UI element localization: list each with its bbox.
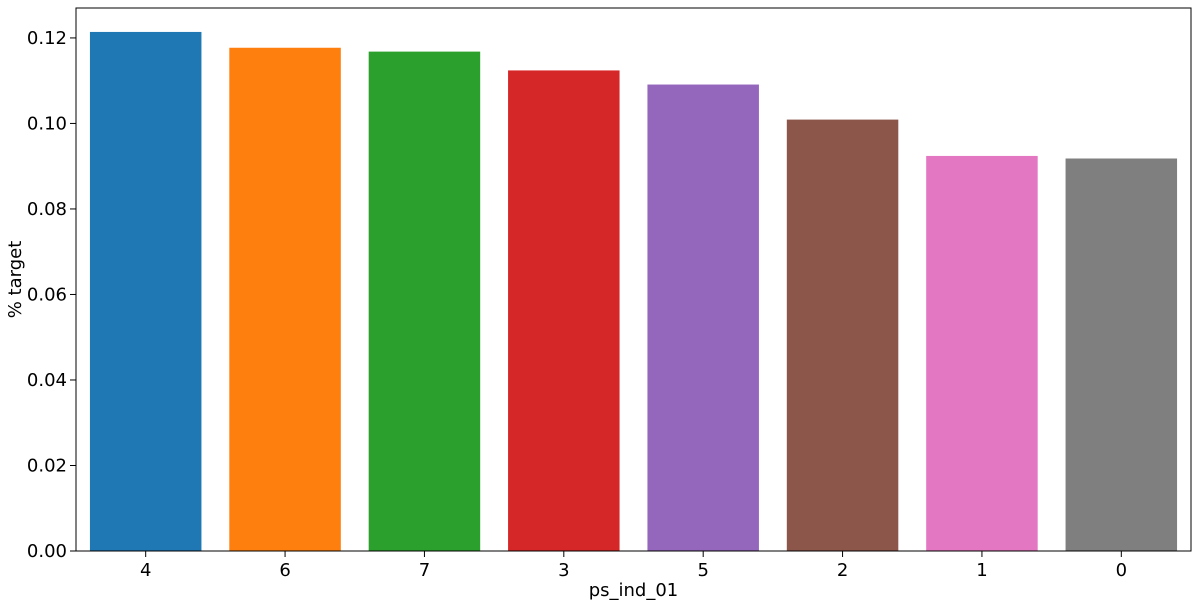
y-tick-label: 0.12 xyxy=(27,28,67,49)
plot-frame xyxy=(75,7,1192,552)
bar-3 xyxy=(508,70,620,552)
x-tick-label: 3 xyxy=(558,560,569,581)
x-tick-label: 6 xyxy=(279,560,290,581)
y-axis-ticks: 0.00 0.02 0.04 0.06 0.08 0.10 0.12 xyxy=(27,28,76,562)
bar-0 xyxy=(1065,158,1178,551)
x-tick-label: 2 xyxy=(837,560,848,581)
bar-7 xyxy=(368,51,481,551)
bar-5 xyxy=(647,84,759,551)
bar-4 xyxy=(89,31,202,552)
y-tick-label: 0.06 xyxy=(27,284,67,305)
x-axis-ticks: 4 6 7 3 5 2 1 0 xyxy=(140,551,1127,581)
y-tick-label: 0.02 xyxy=(27,455,67,476)
y-axis-label: % target xyxy=(5,241,26,319)
y-tick-label: 0.04 xyxy=(27,370,67,391)
x-axis-label: ps_ind_01 xyxy=(589,580,679,601)
bar-1 xyxy=(926,155,1038,552)
x-tick-label: 7 xyxy=(419,560,430,581)
x-tick-label: 4 xyxy=(140,560,151,581)
bar-2 xyxy=(786,119,899,552)
bar-6 xyxy=(229,47,341,551)
bars-group xyxy=(89,31,1178,552)
x-tick-label: 0 xyxy=(1116,560,1127,581)
x-tick-label: 1 xyxy=(976,560,987,581)
y-tick-label: 0.00 xyxy=(27,541,67,562)
x-tick-label: 5 xyxy=(697,560,708,581)
y-tick-label: 0.10 xyxy=(27,113,67,134)
y-tick-label: 0.08 xyxy=(27,199,67,220)
